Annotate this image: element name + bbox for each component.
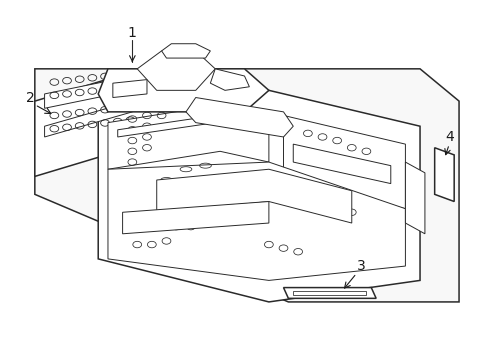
Text: 3: 3: [356, 259, 365, 273]
Polygon shape: [405, 162, 424, 234]
Polygon shape: [35, 69, 142, 176]
Polygon shape: [283, 288, 375, 298]
Polygon shape: [293, 144, 390, 184]
Polygon shape: [137, 51, 215, 90]
Polygon shape: [161, 44, 210, 58]
Polygon shape: [157, 169, 351, 223]
Polygon shape: [108, 105, 268, 169]
Polygon shape: [122, 202, 268, 234]
Polygon shape: [293, 291, 366, 295]
Polygon shape: [434, 148, 453, 202]
Polygon shape: [210, 69, 249, 90]
Polygon shape: [44, 76, 132, 108]
Polygon shape: [113, 80, 147, 98]
Polygon shape: [283, 116, 405, 209]
Text: 2: 2: [25, 90, 34, 104]
Text: 1: 1: [128, 26, 137, 40]
Polygon shape: [44, 101, 132, 137]
Polygon shape: [108, 162, 405, 280]
Polygon shape: [35, 69, 458, 302]
Polygon shape: [118, 116, 215, 137]
Polygon shape: [185, 98, 293, 137]
Text: 4: 4: [444, 130, 453, 144]
Polygon shape: [98, 90, 419, 302]
Polygon shape: [98, 69, 268, 112]
